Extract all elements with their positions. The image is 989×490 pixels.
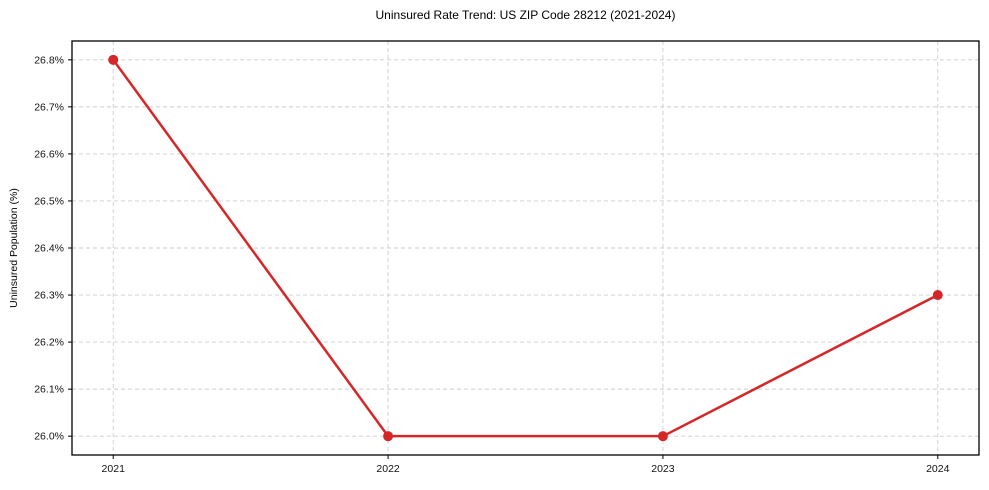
y-tick-label: 26.4%: [34, 243, 64, 255]
x-tick-label: 2021: [102, 463, 126, 475]
data-point: [932, 290, 943, 301]
y-tick-label: 26.0%: [34, 431, 64, 443]
x-tick-label: 2022: [376, 463, 400, 475]
y-tick-label: 26.5%: [34, 195, 64, 207]
x-tick-label: 2023: [651, 463, 675, 475]
y-tick-label: 26.8%: [34, 54, 64, 66]
trend-line: [111, 58, 940, 438]
x-tick-label: 2024: [926, 463, 950, 475]
y-tick-label: 26.2%: [34, 337, 64, 349]
data-point: [108, 54, 119, 65]
y-tick-label: 26.6%: [34, 148, 64, 160]
y-tick-label: 26.7%: [34, 101, 64, 113]
data-point: [383, 431, 394, 442]
chart-title: Uninsured Rate Trend: US ZIP Code 28212 …: [375, 8, 676, 22]
data-point: [657, 431, 668, 442]
y-tick-label: 26.1%: [34, 384, 64, 396]
y-tick-label: 26.3%: [34, 290, 64, 302]
